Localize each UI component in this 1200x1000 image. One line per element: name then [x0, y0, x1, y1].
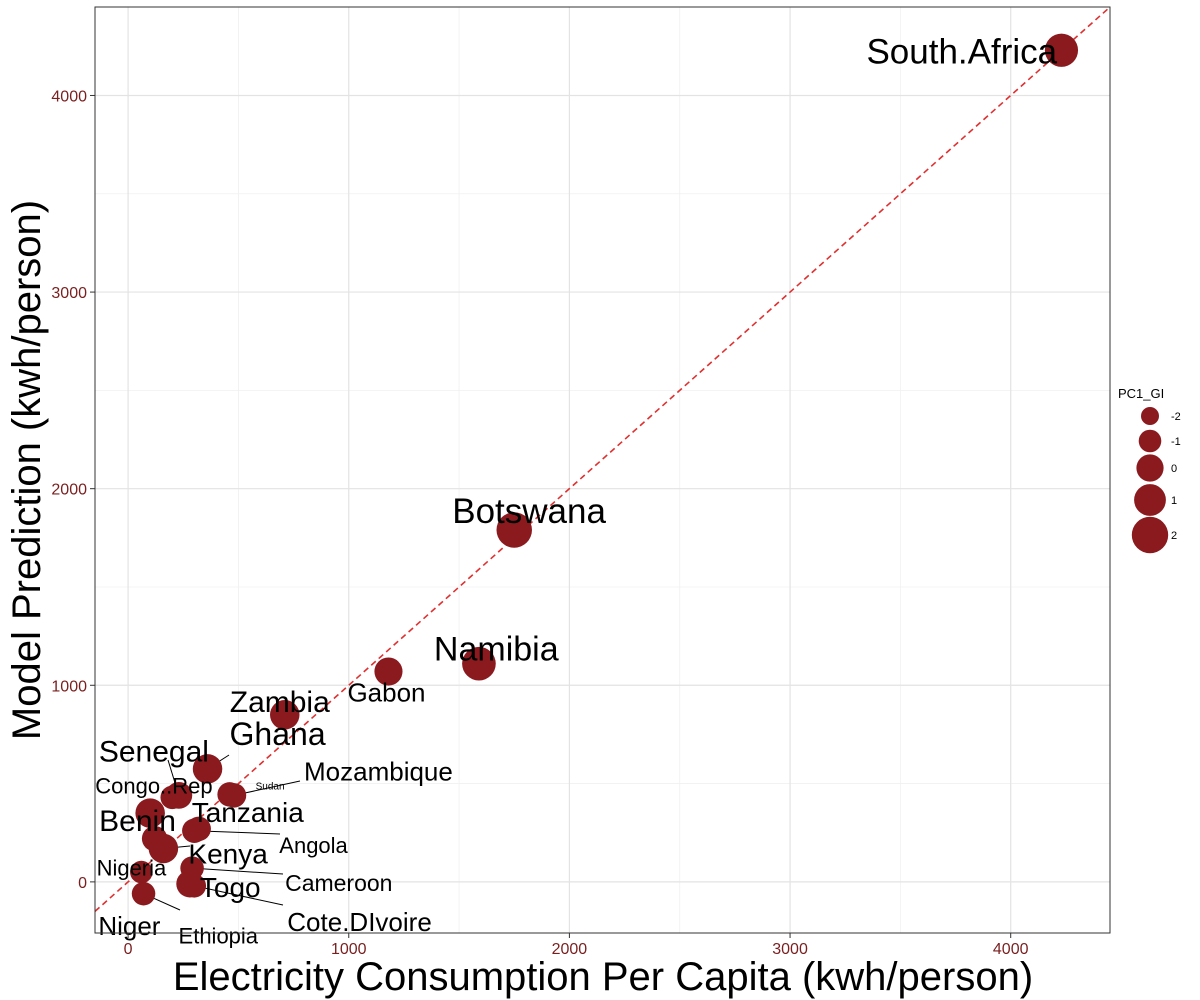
legend-label: -1	[1171, 436, 1181, 448]
point-niger	[130, 860, 153, 884]
label-sudan: Sudan	[256, 781, 285, 792]
label-ethiopia: Ethiopia	[179, 924, 259, 949]
label-gabon: Gabon	[347, 678, 425, 708]
leader-cameroon	[192, 867, 284, 875]
label-cameroon: Cameroon	[285, 870, 392, 896]
label-nigeria: Nigeria	[97, 856, 167, 881]
data-points	[130, 33, 1079, 906]
legend-key-2	[1141, 407, 1159, 425]
label-cote-divoire: Cote.DIvoire	[287, 907, 432, 937]
y-tick-label: 3000	[51, 285, 87, 302]
point-zambia	[270, 700, 300, 730]
legend-label: 1	[1171, 495, 1177, 507]
x-tick-label: 0	[124, 941, 133, 958]
x-tick-label: 2000	[552, 941, 588, 958]
leader-cote-divoire	[194, 885, 284, 906]
label-namibia: Namibia	[434, 631, 559, 669]
y-tick-label: 1000	[51, 678, 87, 695]
label-togo: Togo	[200, 872, 261, 903]
x-tick-label: 3000	[772, 941, 808, 958]
point-south-africa	[1044, 33, 1079, 67]
point-namibia	[462, 646, 496, 681]
reference-line-layer	[94, 6, 1111, 912]
legend-key-1	[1138, 429, 1162, 453]
point-angola	[182, 818, 207, 843]
point-ghana	[192, 754, 223, 784]
y-axis-title: Model Prediction (kwh/person)	[5, 200, 49, 740]
point-botswana	[496, 512, 532, 548]
point-congo-rep	[160, 785, 184, 810]
y-tick-label: 4000	[51, 88, 87, 105]
point-nigeria	[141, 825, 168, 852]
label-south-africa: South.Africa	[866, 32, 1057, 71]
y-tick-label: 2000	[51, 482, 87, 499]
y-tick-label: 0	[78, 875, 87, 892]
x-tick-label: 4000	[993, 941, 1029, 958]
label-congo-rep: Congo..Rep	[95, 773, 212, 798]
x-axis-title: Electricity Consumption Per Capita (kwh/…	[173, 955, 1033, 999]
point-cote-divoire	[182, 874, 207, 898]
point-labels: South.Africa Botswana Namibia Gabon ZambiaGh…	[95, 32, 1057, 948]
point-benin	[135, 798, 165, 828]
reference-line	[94, 6, 1111, 912]
point-gabon	[374, 657, 403, 686]
legend-label: -2	[1171, 411, 1181, 423]
label-ghana: Ghana	[230, 716, 326, 752]
size-legend: PC1_GI -2 -1 0 1 2	[1118, 386, 1181, 554]
legend-key-2	[1131, 516, 1169, 554]
panel-border	[94, 6, 1111, 934]
label-niger: Niger	[98, 911, 160, 941]
label-kenya: Kenya	[188, 838, 268, 869]
legend-label: 0	[1171, 463, 1177, 475]
point-ethiopia	[131, 881, 156, 906]
legend-label: 2	[1171, 530, 1177, 542]
label-senegal: Senegal	[99, 735, 209, 768]
point-mozambique	[221, 783, 247, 808]
label-botswana: Botswana	[452, 492, 606, 531]
legend-key-1	[1134, 484, 1166, 516]
label-benin: Benin	[99, 805, 176, 838]
label-angola: Angola	[279, 833, 348, 858]
x-tick-label: 1000	[331, 941, 367, 958]
grid	[95, 7, 1110, 933]
label-mozambique: Mozambique	[304, 756, 453, 786]
axis-ticks: 0 1000 2000 3000 4000 0 1000 2000 3000 4000	[51, 88, 1028, 958]
label-zambia: Zambia	[230, 686, 330, 719]
legend-key-0	[1136, 454, 1164, 482]
legend-title: PC1_GI	[1118, 386, 1164, 401]
label-tanzania: Tanzania	[192, 797, 305, 828]
